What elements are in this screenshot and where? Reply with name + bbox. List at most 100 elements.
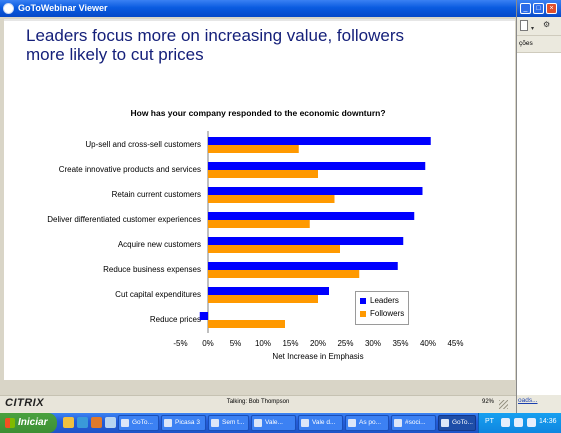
bar-followers	[208, 170, 318, 178]
page-icon[interactable]	[520, 20, 528, 31]
quicklaunch-desktop-icon[interactable]	[105, 417, 116, 428]
background-window[interactable]: _ □ × ▾ ⚙ ções oads...	[516, 0, 561, 413]
taskbar-item-label: Picasa 3	[175, 419, 200, 426]
bar-leaders	[208, 162, 426, 170]
app-icon	[394, 419, 402, 427]
app-icon	[254, 419, 262, 427]
app-icon	[164, 419, 172, 427]
taskbar-item[interactable]: Sem t...	[208, 415, 249, 431]
background-window-content	[517, 53, 561, 413]
windows-logo-icon	[5, 418, 15, 428]
category-label: Cut capital expenditures	[115, 290, 201, 299]
bar-leaders	[208, 137, 431, 145]
language-indicator[interactable]: PT	[485, 418, 494, 425]
x-tick-label: 25%	[337, 339, 353, 348]
bar-followers	[208, 270, 360, 278]
background-toolbar: ▾ ⚙	[517, 17, 561, 36]
taskbar-item[interactable]: #soci...	[391, 415, 436, 431]
x-tick-label: 5%	[230, 339, 242, 348]
tray-network-icon[interactable]	[501, 418, 510, 427]
quicklaunch-folder-icon[interactable]	[63, 417, 74, 428]
category-label: Acquire new customers	[118, 240, 201, 249]
bar-leaders	[199, 312, 208, 320]
chart-legend: Leaders Followers	[355, 291, 409, 325]
taskbar-item[interactable]: Vale d...	[298, 415, 343, 431]
window-title: GoToWebinar Viewer	[18, 3, 108, 13]
start-label: Iniciar	[18, 417, 48, 428]
system-tray: PT 14:36	[478, 413, 561, 433]
options-dropdown[interactable]: ções	[517, 36, 561, 53]
taskbar-item[interactable]: Picasa 3	[161, 415, 206, 431]
headline-line-1: Leaders focus more on increasing value, …	[26, 26, 404, 45]
x-tick-label: 35%	[392, 339, 408, 348]
x-tick-label: 0%	[202, 339, 214, 348]
citrix-logo: CITRIX	[5, 397, 45, 409]
background-window-title-bar[interactable]: _ □ ×	[517, 0, 561, 17]
category-label: Up-sell and cross-sell customers	[85, 140, 201, 149]
talking-indicator: Talking: Bob Thompson	[226, 399, 290, 405]
clock: 14:36	[539, 418, 557, 425]
app-icon	[441, 419, 449, 427]
x-tick-label: 45%	[447, 339, 463, 348]
legend-label-followers: Followers	[370, 309, 405, 318]
resize-grip-icon[interactable]	[499, 400, 508, 409]
headline-line-2: more likely to cut prices	[26, 45, 204, 64]
x-tick-label: 30%	[365, 339, 381, 348]
start-button[interactable]: Iniciar	[0, 413, 57, 433]
window-title-bar[interactable]: GoToWebinar Viewer	[0, 0, 516, 17]
bar-leaders	[208, 237, 404, 245]
taskbar-item[interactable]: As po...	[345, 415, 389, 431]
x-axis-label: Net Increase in Emphasis	[272, 352, 363, 361]
bar-followers	[208, 245, 340, 253]
legend-swatch-followers	[360, 310, 366, 317]
bar-followers	[208, 320, 285, 328]
category-label: Reduce prices	[150, 315, 201, 324]
maximize-icon[interactable]: □	[533, 3, 544, 14]
category-label: Deliver differentiated customer experien…	[47, 215, 201, 224]
x-tick-label: 40%	[420, 339, 436, 348]
zoom-level[interactable]: 92%	[482, 399, 495, 405]
tray-app-icon[interactable]	[527, 418, 536, 427]
x-tick-label: -5%	[173, 339, 187, 348]
bar-chart: Up-sell and cross-sell customers Create i…	[47, 131, 464, 361]
taskbar-item-label: GoTo...	[452, 419, 473, 426]
legend-item-leaders: Leaders	[360, 296, 399, 306]
category-label: Create innovative products and services	[59, 165, 201, 174]
taskbar-item-label: As po...	[359, 419, 382, 426]
app-icon	[121, 419, 129, 427]
slide-headline: Leaders focus more on increasing value, …	[26, 26, 496, 64]
taskbar-item-label: Sem t...	[222, 419, 245, 426]
bar-followers	[208, 295, 318, 303]
legend-label-leaders: Leaders	[370, 296, 399, 305]
chart-title: How has your company responded to the ec…	[130, 108, 386, 118]
x-tick-label: 15%	[282, 339, 298, 348]
bar-leaders	[208, 287, 329, 295]
bar-followers	[208, 220, 310, 228]
quicklaunch-media-icon[interactable]	[91, 417, 102, 428]
x-tick-label: 10%	[255, 339, 271, 348]
legend-swatch-leaders	[360, 297, 366, 304]
bar-leaders	[208, 212, 415, 220]
taskbar-item[interactable]: GoTo...	[118, 415, 159, 431]
taskbar-item[interactable]: Vale...	[251, 415, 296, 431]
minimize-icon[interactable]: _	[520, 3, 531, 14]
taskbar-item-active[interactable]: GoTo...	[438, 415, 476, 431]
app-icon	[348, 419, 356, 427]
close-icon[interactable]: ×	[546, 3, 557, 14]
tray-volume-icon[interactable]	[514, 418, 523, 427]
downloads-link[interactable]: oads...	[518, 397, 538, 404]
category-label: Reduce business expenses	[103, 265, 201, 274]
taskbar-item-label: Vale...	[265, 419, 283, 426]
category-label: Retain current customers	[112, 190, 201, 199]
options-dropdown-label: ções	[519, 40, 533, 47]
taskbar-item-label: #soci...	[405, 419, 426, 426]
bar-leaders	[208, 262, 398, 270]
quicklaunch-browser-icon[interactable]	[77, 417, 88, 428]
bar-leaders	[208, 187, 423, 195]
app-icon	[211, 419, 219, 427]
legend-item-followers: Followers	[360, 309, 404, 319]
taskbar: Iniciar GoTo... Picasa 3 Sem t... Vale..…	[0, 413, 561, 433]
tools-gear-icon[interactable]: ⚙	[543, 20, 551, 29]
page-dropdown-arrow-icon[interactable]: ▾	[531, 26, 535, 32]
slide-top-rule	[4, 19, 515, 21]
